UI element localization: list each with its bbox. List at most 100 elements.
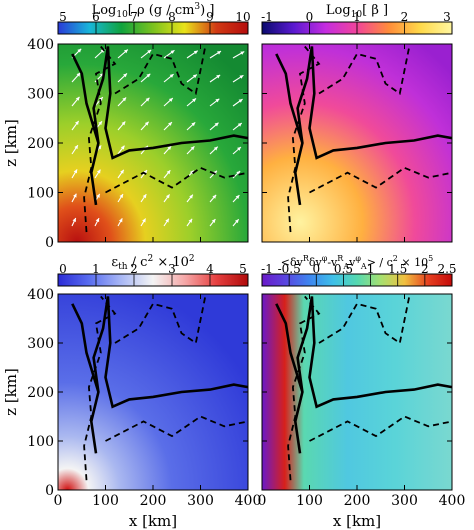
velocity-arrow-head <box>123 73 127 78</box>
velocity-arrows <box>71 48 245 227</box>
contour-solid <box>293 46 453 206</box>
stress-plot-area <box>261 293 453 491</box>
colorbar-tick-label: 1.5 <box>388 262 407 276</box>
velocity-arrow-head <box>193 50 198 55</box>
velocity-arrow-head <box>169 74 174 78</box>
velocity-arrow-head <box>216 74 221 79</box>
velocity-arrow-head <box>96 169 101 174</box>
contour-dashed <box>318 46 411 96</box>
x-axis-label-right: x [km] <box>333 512 381 530</box>
colorbar-tick-label: 2 <box>401 10 409 24</box>
velocity-arrow-head <box>165 218 169 223</box>
colorbar-tick-label: 7 <box>130 10 138 24</box>
colorbar-tick-label: 3 <box>443 10 451 24</box>
y-axis-label-top: z [km] <box>2 119 20 167</box>
beta-title: Log10[ β ] <box>326 3 388 20</box>
velocity-arrow-head <box>144 121 149 126</box>
colorbar-tick-label: 8 <box>168 10 176 24</box>
colorbar-tick-label: 2 <box>130 262 138 276</box>
velocity-arrow-head <box>142 218 146 223</box>
thermal-plot-area <box>57 293 249 491</box>
colorbar-thermal <box>57 273 249 287</box>
stress-panel: -1 -0.5 0 0.5 1 1.5 2 2.5 <δvRδvφ-vRAvφA> / c2 … <box>261 254 457 491</box>
x-axis-label-left: x [km] <box>129 512 177 530</box>
velocity-arrow-head <box>147 49 152 54</box>
contour-solid <box>275 303 304 393</box>
contour-dashed <box>114 296 207 345</box>
beta-panel: -1 0 1 2 3 Log10[ β ] <box>261 3 453 243</box>
colorbar-tick-label: 1 <box>92 262 100 276</box>
velocity-arrow-head <box>212 194 217 199</box>
contour-dashed <box>105 166 249 194</box>
contour-dashed <box>309 166 453 194</box>
velocity-arrow-head <box>217 51 222 55</box>
velocity-arrow-head <box>192 98 197 103</box>
velocity-arrow-head <box>75 96 80 101</box>
velocity-arrow-head <box>165 194 170 199</box>
colorbar-tick-label: 5 <box>239 262 247 276</box>
velocity-arrow-head <box>237 146 241 151</box>
contour-dashed <box>83 295 117 481</box>
y-tick-label: 100 <box>27 186 54 202</box>
velocity-arrow-head <box>213 146 218 151</box>
x-tick-label: 400 <box>235 493 262 509</box>
velocity-arrow-head <box>75 120 79 125</box>
colorbar-tick-label: -0.5 <box>278 262 301 276</box>
x-tick-label: 300 <box>187 493 214 509</box>
contour-solid <box>293 296 453 454</box>
x-tick-label: 100 <box>296 493 323 509</box>
x-tick-label: 200 <box>344 493 371 509</box>
velocity-arrow-head <box>143 170 148 174</box>
contour-dashed <box>114 46 207 96</box>
y-axis-label-bottom: z [km] <box>2 368 20 416</box>
velocity-arrow-head <box>118 218 123 223</box>
colorbar-tick-label: 0.5 <box>334 262 353 276</box>
density-title: Log10[ ρ (g / cm3) ] <box>92 2 215 20</box>
y-tick-label: 0 <box>45 235 54 251</box>
colorbar-ticks-density: 5 6 7 8 9 10 <box>57 10 251 34</box>
x-tick-label: 0 <box>258 493 267 509</box>
colorbar-tick-label: -1 <box>261 262 273 276</box>
velocity-arrow-head <box>72 218 76 223</box>
contour-solid <box>71 53 100 144</box>
stress-title: <δvRδvφ-vRAvφA> / c2 × 105 <box>281 254 433 271</box>
x-tick-label: 200 <box>140 493 167 509</box>
velocity-arrow-head <box>119 194 123 199</box>
contour-solid <box>71 303 100 393</box>
x-tick-label: 0 <box>54 493 63 509</box>
velocity-arrow-head <box>76 72 81 77</box>
velocity-arrow-head <box>166 170 171 175</box>
velocity-arrow-head <box>120 169 124 174</box>
velocity-arrow-head <box>235 195 240 199</box>
velocity-arrow-head <box>145 97 150 102</box>
velocity-arrow-head <box>237 123 242 127</box>
thermal-panel: 0 1 2 3 4 5 εth / c2 × 102 <box>57 254 249 491</box>
velocity-arrow-head <box>213 170 217 175</box>
contour-dashed <box>309 415 453 442</box>
contours-density <box>71 45 249 233</box>
velocity-arrow-head <box>239 75 244 79</box>
y-tick-label: 300 <box>27 87 54 103</box>
velocity-arrow-head <box>234 219 239 224</box>
velocity-arrow-head <box>73 193 77 198</box>
contours-thermal <box>71 295 249 481</box>
colorbar-tick-label: 10 <box>235 10 250 24</box>
colorbar-tick-label: 9 <box>206 10 214 24</box>
colorbar-tick-label: 1 <box>353 10 361 24</box>
x-tick-label: 100 <box>92 493 119 509</box>
thermal-title: εth / c2 × 102 <box>111 254 194 272</box>
velocity-arrow-head <box>167 146 172 151</box>
velocity-arrow-head <box>192 74 197 79</box>
density-panel: 5 6 7 8 9 10 Log10[ ρ (g / cm3) ] <box>57 2 251 243</box>
contour-dashed <box>287 45 321 233</box>
velocity-arrow-head <box>74 145 78 150</box>
colorbar-ticks-stress: -1 -0.5 0 0.5 1 1.5 2 2.5 <box>261 262 457 286</box>
velocity-arrow-head <box>73 169 78 174</box>
velocity-arrow-head <box>170 50 175 54</box>
velocity-arrow-head <box>121 121 126 126</box>
colorbar-tick-label: 2.5 <box>437 262 456 276</box>
velocity-arrow-head <box>97 145 102 150</box>
colorbar-tick-label: 2 <box>421 262 429 276</box>
contour-solid <box>89 46 249 206</box>
velocity-arrow-head <box>146 73 151 78</box>
